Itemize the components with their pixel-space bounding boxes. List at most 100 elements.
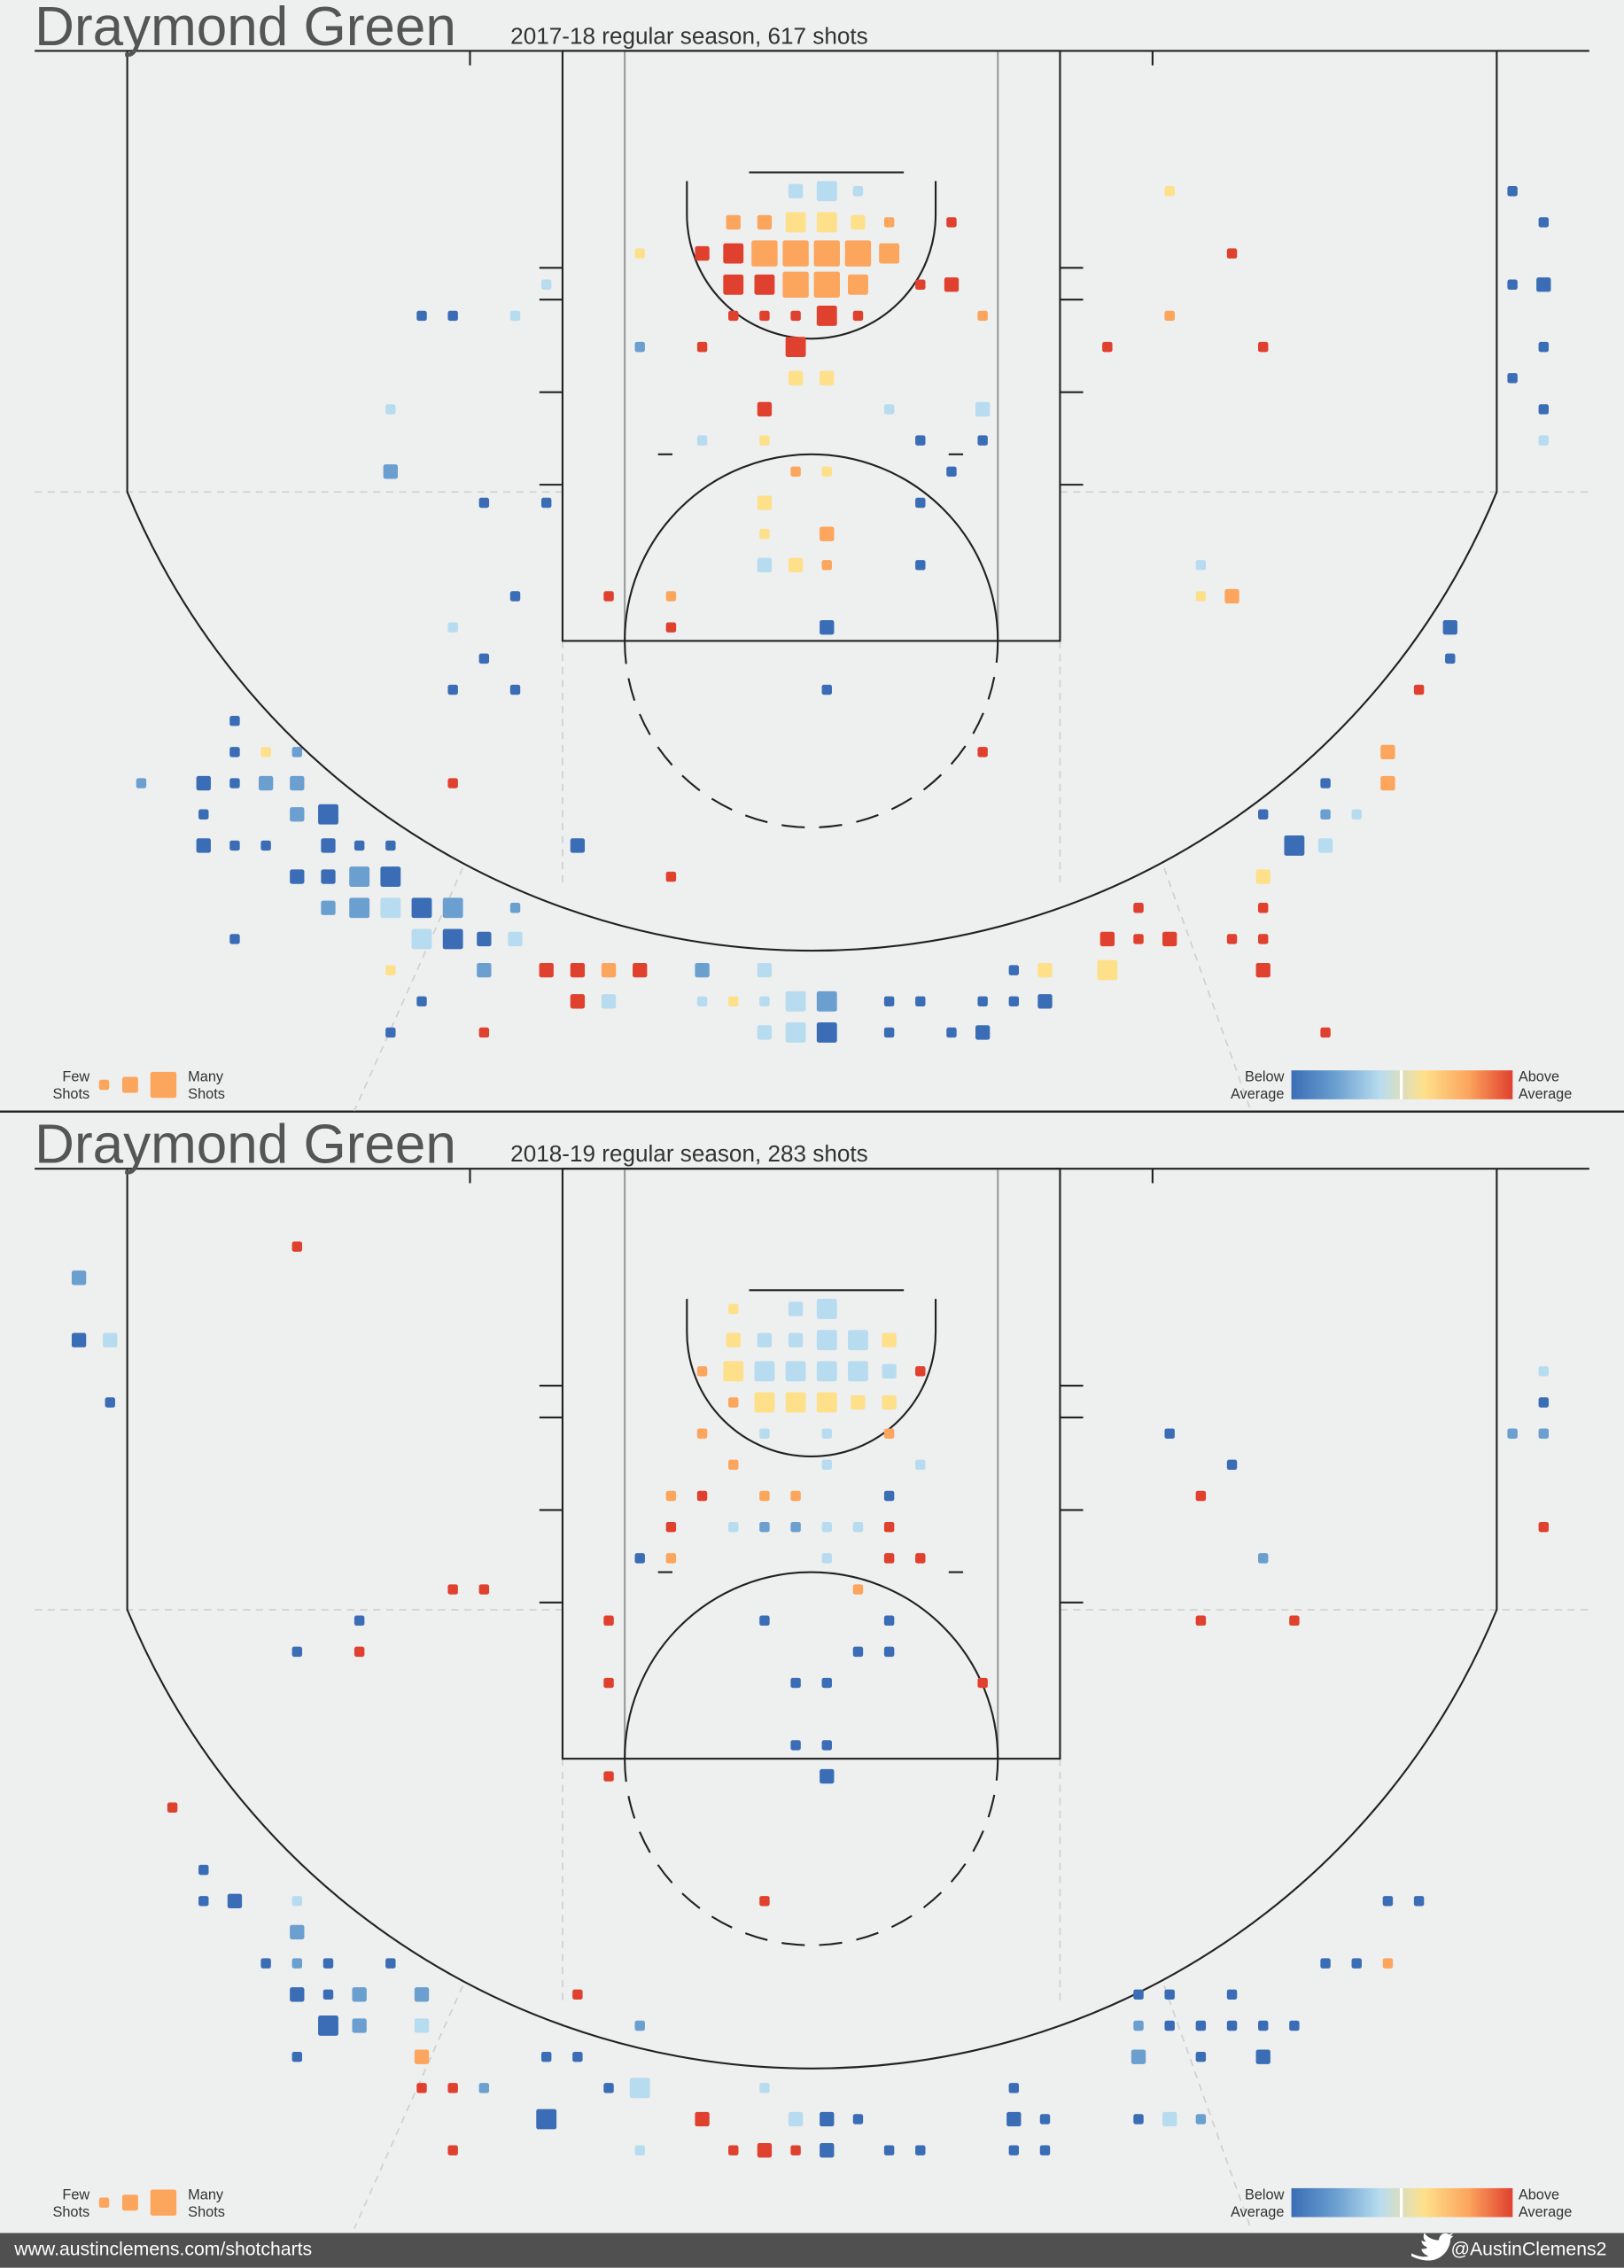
shot-bin [442,897,463,919]
shot-bin [447,778,458,788]
shot-bin [1133,903,1144,913]
shot-bin [509,310,521,322]
shot-bin [820,370,835,385]
shot-bin [915,497,926,509]
shot-bin [509,591,521,602]
shot-bin [321,900,336,915]
shot-bin [1320,809,1331,819]
shot-bin [1538,217,1550,228]
shot-bin [540,497,552,509]
shot-bin [883,1521,895,1533]
shot-bin [754,1361,775,1382]
shot-bin [696,996,708,1006]
shot-bin [1351,809,1362,819]
lane [561,1168,1061,1760]
shot-bin [757,962,773,978]
shot-bin [883,217,895,228]
shot-bin [321,869,336,884]
shot-bin [821,1428,832,1439]
shot-bin [198,1896,209,1907]
shot-bin [1258,903,1269,913]
shot-bin [385,840,396,851]
shot-bin [1255,962,1270,978]
shot-bin [167,1802,178,1813]
shot-bin [696,1428,708,1439]
shot-bin [788,2111,804,2127]
shot-bin [1413,684,1425,695]
shot-bin [291,1958,303,1969]
shot-bin [1538,404,1550,415]
shot-bin [883,1428,895,1439]
shot-bin [848,1330,868,1351]
shot-bin [665,591,677,602]
shot-bin [788,370,804,385]
size-legend-swatch [121,1076,138,1093]
shot-bin [757,495,773,510]
shot-bin [757,401,773,417]
shot-bin [785,990,806,1012]
shot-bin [946,466,957,478]
shot-bin [385,1027,396,1038]
free-throw-circle [624,1571,999,1759]
shot-bin [416,310,427,322]
shot-bin [782,271,809,298]
shot-bin [354,1615,365,1626]
shot-bin [821,1521,832,1533]
shot-bin [813,240,840,267]
shot-bin [816,1299,837,1319]
shot-bin [291,1646,303,1658]
shot-bin [601,994,617,1009]
shot-bin [723,274,744,295]
shot-bin [291,747,303,757]
shot-bin [788,1301,804,1317]
shot-bin [1382,1958,1394,1969]
shot-bin [759,310,770,322]
shot-bin [1289,2020,1300,2031]
shot-bin [759,1428,770,1439]
shot-bin [603,1771,614,1782]
shot-bin [1255,2049,1270,2064]
shot-bin [790,1677,801,1689]
shot-bin [477,931,492,947]
shot-bin [1289,1615,1300,1626]
shot-bin [977,310,988,322]
zone-guide [1163,867,1252,1112]
shot-bin [1008,2083,1020,2093]
shot-bin [816,212,837,233]
shot-bin [696,435,708,446]
shot-bin [785,212,806,233]
shot-bin [1258,1553,1269,1564]
shot-bin [447,310,458,322]
shot-bin [915,2145,926,2155]
footer-link[interactable]: www.austinclemens.com/shotcharts [13,2240,312,2260]
shot-bin [946,217,957,228]
shot-bin [1195,2020,1207,2031]
shot-bin [260,747,271,757]
shot-bin [601,962,617,978]
shot-bin [509,684,521,695]
shot-bin [1133,934,1144,944]
shot-bin [1258,934,1269,944]
shot-bin [946,1027,957,1038]
shot-bin [696,1490,708,1502]
footer-twitter[interactable]: @AustinClemens2 [1450,2240,1606,2260]
shot-bin [1039,2145,1051,2155]
shot-bin [414,2049,430,2064]
shot-bin [915,1459,926,1471]
shot-bin [816,1392,837,1413]
color-legend-label: Average [1231,1086,1284,1102]
shot-bin [509,903,521,913]
shot-bin [603,591,614,602]
shot-bin [291,2051,303,2062]
zone-guide [354,1985,464,2229]
shot-bin [821,1677,832,1689]
lane [561,50,1061,642]
shot-bin [728,1459,739,1471]
shot-bin [821,1553,832,1564]
size-legend-label: Few [62,2186,89,2202]
shot-bin [852,1521,864,1533]
shot-bin [322,1958,334,1969]
shot-bin [291,1896,303,1907]
shot-bin [852,1584,864,1595]
shot-bin [879,243,900,264]
